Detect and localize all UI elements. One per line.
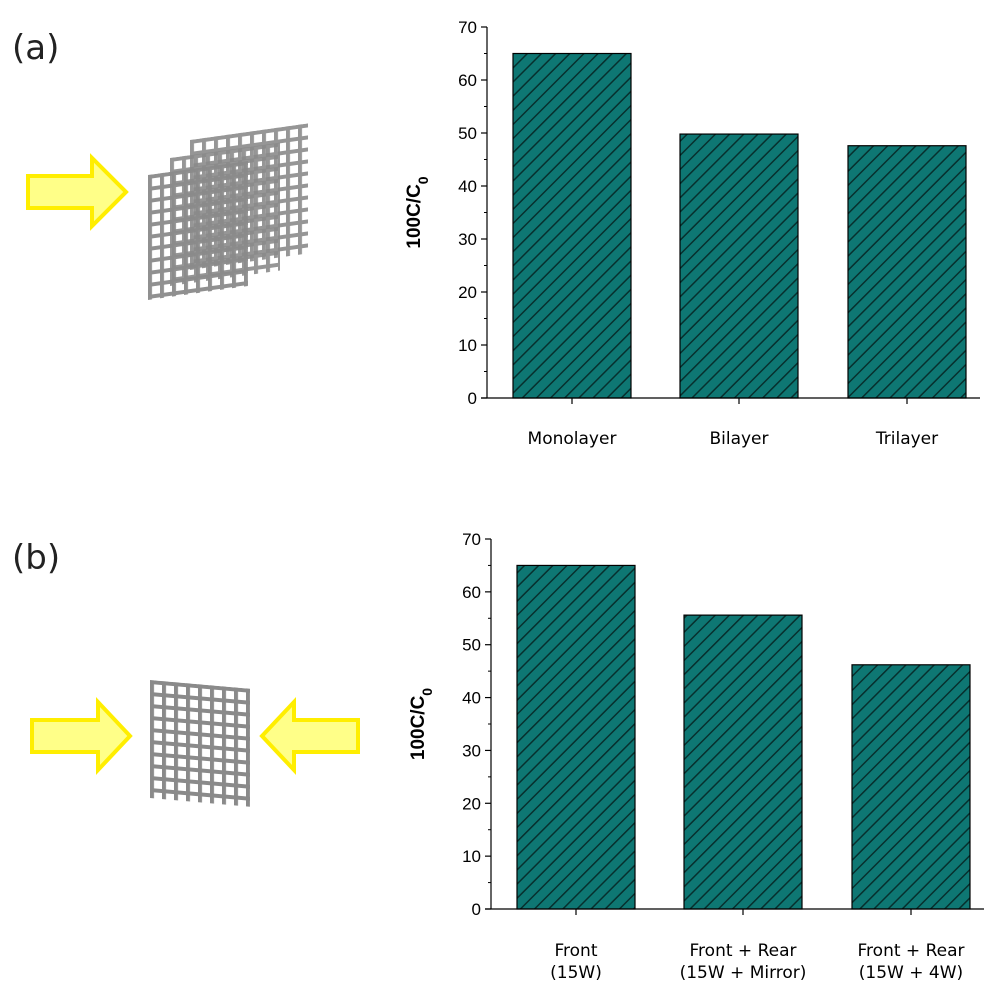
y-tick-label: 30	[462, 741, 481, 760]
y-tick-label: 60	[458, 71, 477, 90]
bar	[847, 145, 967, 399]
arrow-right-icon	[26, 153, 129, 231]
bar	[683, 614, 803, 910]
x-category-label: Bilayer	[709, 429, 768, 449]
x-category-label: Trilayer	[875, 429, 938, 449]
chart-a: 0 10 20 30 40 50 60 70 Monolayer Bilayer Trilayer 1…	[404, 18, 980, 449]
bar	[512, 52, 632, 399]
illustration-b	[30, 680, 360, 807]
y-tick-label: 20	[462, 794, 481, 813]
x-category-label: (15W)	[550, 963, 602, 983]
x-category-label: (15W + Mirror)	[680, 963, 807, 983]
bar	[516, 564, 636, 910]
y-tick-label: 0	[472, 900, 481, 919]
mesh-single	[150, 680, 250, 807]
panel-label-b: (b)	[12, 538, 61, 578]
x-category-label: (15W + 4W)	[859, 963, 963, 983]
y-axis-label: 100C/C0	[408, 688, 435, 760]
arrow-left-icon	[259, 696, 360, 776]
x-category-label: Front + Rear	[858, 941, 965, 961]
y-tick-label: 60	[462, 583, 481, 602]
bar	[851, 664, 971, 910]
mesh-layer-1	[148, 160, 248, 300]
y-tick-label: 30	[458, 230, 477, 249]
y-tick-label: 40	[462, 689, 481, 708]
panel-label-a: (a)	[12, 28, 60, 68]
y-tick-label: 0	[468, 389, 477, 408]
y-tick-label: 50	[458, 124, 477, 143]
y-tick-label: 20	[458, 283, 477, 302]
y-tick-label: 50	[462, 636, 481, 655]
arrow-right-icon	[30, 696, 133, 776]
y-tick-label: 70	[462, 530, 481, 549]
y-axis-label: 100C/C0	[404, 176, 431, 248]
y-tick-label: 40	[458, 177, 477, 196]
bar	[679, 133, 799, 399]
illustration-a	[26, 123, 308, 300]
x-category-label: Monolayer	[528, 429, 617, 449]
x-category-label: Front + Rear	[690, 941, 797, 961]
y-tick-label: 70	[458, 18, 477, 37]
x-category-label: Front	[555, 941, 598, 961]
y-tick-label: 10	[458, 336, 477, 355]
y-tick-label: 10	[462, 847, 481, 866]
